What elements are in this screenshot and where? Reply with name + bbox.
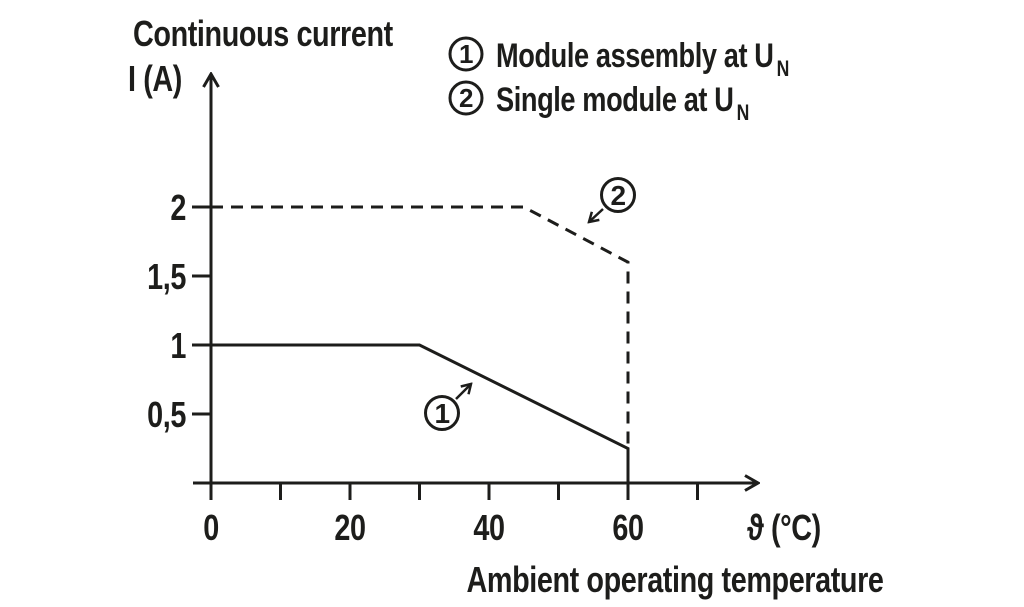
x-tick-label: 0 [203, 507, 219, 548]
legend-item-2: 2 Single module at U N [448, 80, 749, 126]
annotation-curve-1: 1 [424, 384, 472, 431]
curve-single-module [211, 205, 630, 449]
y-axis-ticks: 0,5 1 1,5 2 [147, 187, 218, 435]
y-tick-label: 1,5 [147, 256, 186, 297]
x-tick-label: 60 [612, 507, 643, 548]
x-tick-label: 40 [473, 507, 504, 548]
y-tick-label: 2 [170, 187, 186, 228]
x-axis-symbol-label: ϑ (°C) [747, 507, 821, 548]
y-axis-title-line2: I (A) [128, 58, 182, 99]
y-tick-label: 1 [170, 325, 186, 366]
curve-module-assembly [211, 343, 630, 483]
x-axis-ticks: 0 20 40 60 [203, 483, 699, 548]
x-axis-caption: Ambient operating temperature [467, 559, 884, 600]
y-tick-label: 0,5 [147, 394, 186, 435]
legend-circle-2-icon [448, 80, 484, 116]
annotation-number-1: 1 [434, 398, 449, 429]
legend-circle-1-icon [448, 36, 484, 72]
annotation-number-2: 2 [610, 180, 625, 211]
legend-label-2: Single module at U N [496, 80, 749, 125]
legend-label-1: Module assembly at U N [496, 36, 789, 81]
axes [193, 74, 758, 500]
annotation-circle-1 [424, 395, 460, 431]
curves [211, 205, 630, 483]
y-axis-title-line1: Continuous current [133, 13, 393, 54]
annotation-curve-2: 2 [589, 177, 636, 223]
legend: 1 Module assembly at U N 2 Single module… [448, 36, 789, 126]
legend-number-1: 1 [459, 39, 473, 69]
legend-number-2: 2 [459, 83, 473, 113]
legend-item-1: 1 Module assembly at U N [448, 36, 789, 82]
annotation-circle-2 [600, 177, 636, 213]
x-tick-label: 20 [334, 507, 365, 548]
annotation-arrow-1 [455, 384, 471, 400]
annotation-arrow-2 [589, 208, 604, 222]
